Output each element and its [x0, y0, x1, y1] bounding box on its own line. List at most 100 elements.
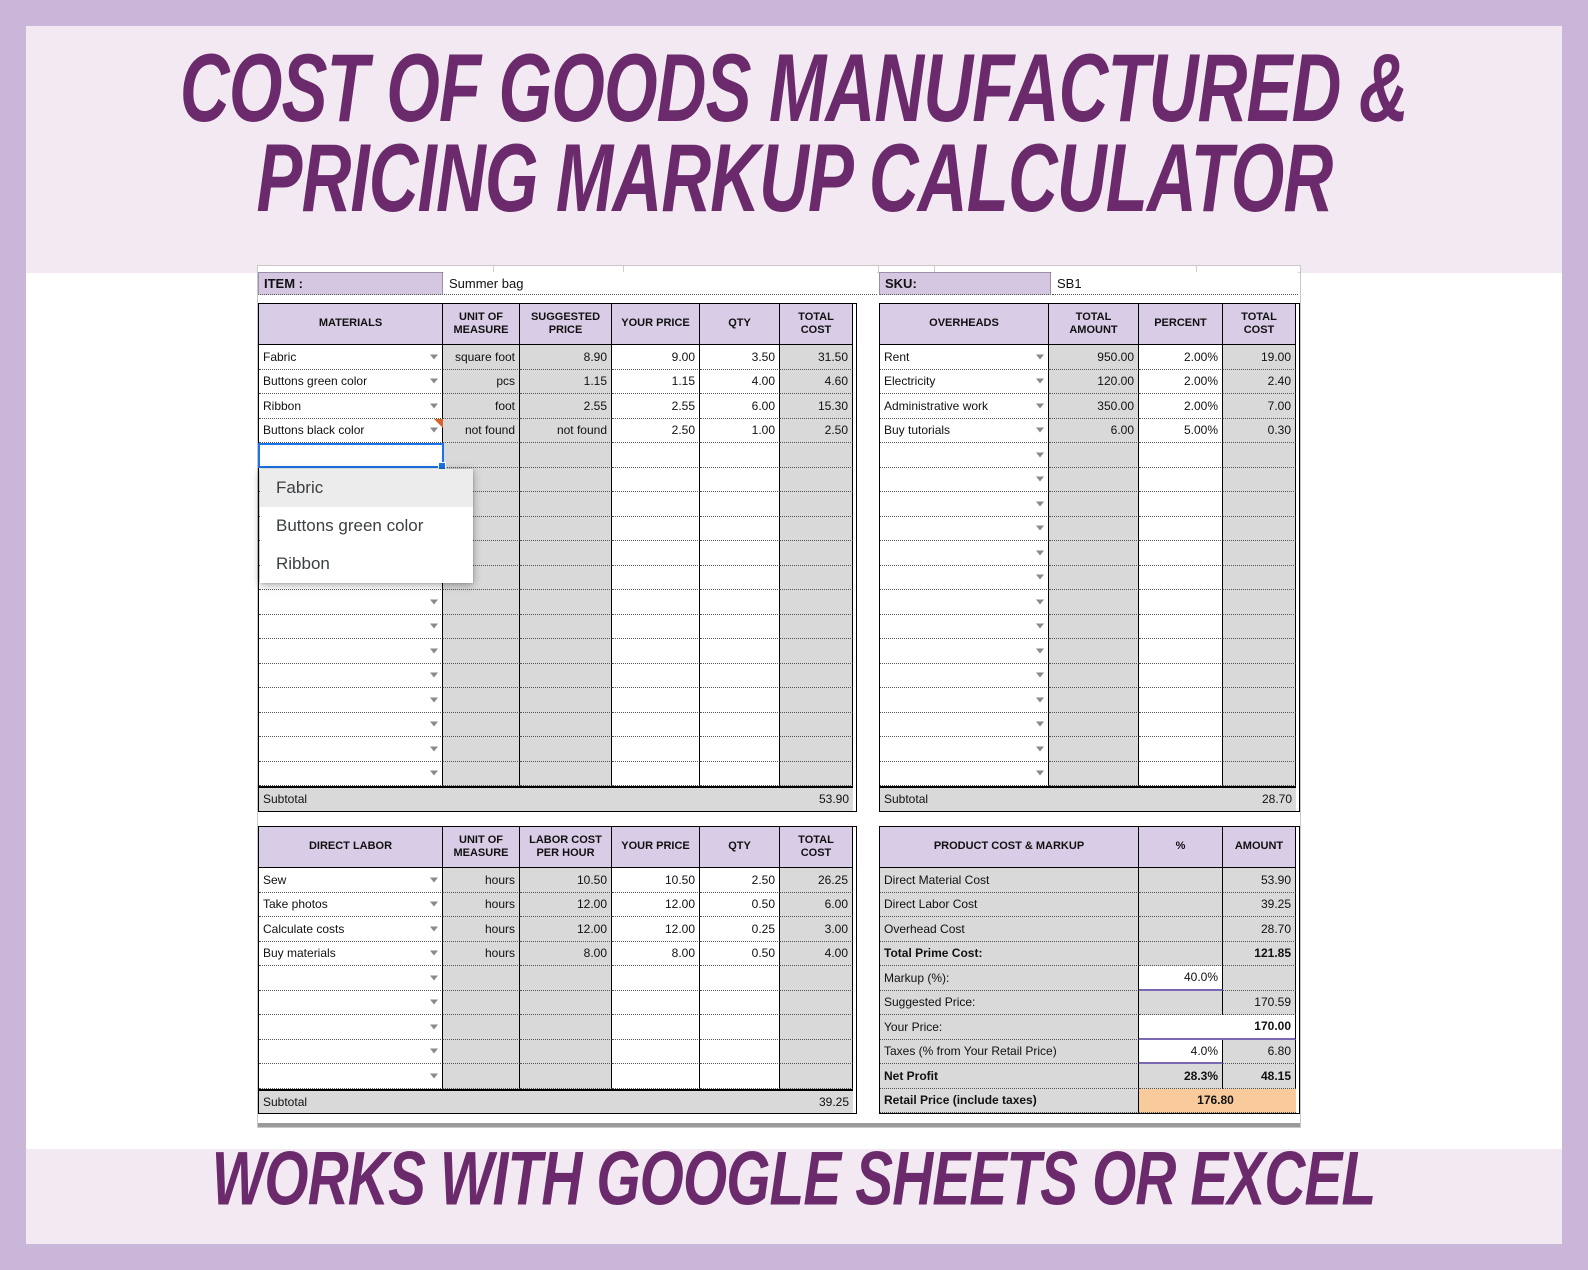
dropdown-arrow-icon[interactable]: [1036, 378, 1044, 384]
empty-percent-cell[interactable]: [1139, 737, 1223, 762]
empty-amount-cell[interactable]: [1049, 590, 1139, 615]
empty-amount-cell[interactable]: [1049, 467, 1139, 492]
empty-qty-cell[interactable]: [700, 712, 780, 737]
empty-name-cell[interactable]: [880, 516, 1049, 541]
empty-your-price-cell[interactable]: [612, 590, 700, 615]
empty-amount-cell[interactable]: [1049, 541, 1139, 566]
empty-name-cell[interactable]: [880, 467, 1049, 492]
empty-your-price-cell[interactable]: [612, 990, 700, 1015]
your-price-cell[interactable]: 2.50: [612, 418, 700, 443]
dropdown-arrow-icon[interactable]: [1036, 770, 1044, 776]
qty-cell[interactable]: 4.00: [700, 369, 780, 394]
dropdown-arrow-icon[interactable]: [1036, 427, 1044, 433]
total-amount-cell[interactable]: 350.00: [1049, 394, 1139, 419]
your-price-cell[interactable]: 1.15: [612, 369, 700, 394]
empty-name-cell[interactable]: [880, 761, 1049, 786]
percent-cell[interactable]: 2.00%: [1139, 345, 1223, 370]
empty-qty-cell[interactable]: [700, 1015, 780, 1040]
dropdown-arrow-icon[interactable]: [1036, 550, 1044, 556]
dropdown-arrow-icon[interactable]: [430, 697, 438, 703]
empty-name-cell[interactable]: [259, 590, 443, 615]
dropdown-arrow-icon[interactable]: [1036, 452, 1044, 458]
empty-qty-cell[interactable]: [700, 737, 780, 762]
empty-qty-cell[interactable]: [700, 761, 780, 786]
your-price-input-cell[interactable]: 170.00: [1139, 1015, 1296, 1040]
empty-name-cell[interactable]: [880, 541, 1049, 566]
dropdown-arrow-icon[interactable]: [430, 648, 438, 654]
dropdown-arrow-icon[interactable]: [430, 770, 438, 776]
empty-name-cell[interactable]: [880, 492, 1049, 517]
empty-percent-cell[interactable]: [1139, 541, 1223, 566]
empty-your-price-cell[interactable]: [612, 565, 700, 590]
item-name-cell[interactable]: Buy materials: [259, 941, 443, 966]
dropdown-arrow-icon[interactable]: [430, 427, 438, 433]
empty-name-cell[interactable]: [880, 590, 1049, 615]
dropdown-arrow-icon[interactable]: [1036, 623, 1044, 629]
empty-qty-cell[interactable]: [700, 492, 780, 517]
sku-value-cell[interactable]: SB1: [1052, 272, 1298, 295]
percent-cell[interactable]: 5.00%: [1139, 418, 1223, 443]
empty-name-cell[interactable]: [259, 712, 443, 737]
dropdown-arrow-icon[interactable]: [1036, 525, 1044, 531]
dropdown-arrow-icon[interactable]: [430, 623, 438, 629]
dropdown-option[interactable]: Fabric: [260, 469, 473, 507]
empty-your-price-cell[interactable]: [612, 966, 700, 991]
empty-qty-cell[interactable]: [700, 966, 780, 991]
total-amount-cell[interactable]: 120.00: [1049, 369, 1139, 394]
dropdown-arrow-icon[interactable]: [430, 950, 438, 956]
empty-name-cell[interactable]: [880, 712, 1049, 737]
item-name-cell[interactable]: Calculate costs: [259, 917, 443, 942]
empty-name-cell[interactable]: [880, 443, 1049, 468]
empty-amount-cell[interactable]: [1049, 761, 1139, 786]
dropdown-arrow-icon[interactable]: [430, 1073, 438, 1079]
empty-qty-cell[interactable]: [700, 516, 780, 541]
dropdown-arrow-icon[interactable]: [1036, 476, 1044, 482]
qty-cell[interactable]: 0.50: [700, 941, 780, 966]
empty-name-cell[interactable]: [880, 688, 1049, 713]
qty-cell[interactable]: 3.50: [700, 345, 780, 370]
dropdown-arrow-icon[interactable]: [1036, 501, 1044, 507]
empty-name-cell[interactable]: [880, 614, 1049, 639]
empty-amount-cell[interactable]: [1049, 614, 1139, 639]
percent-cell[interactable]: 4.0%: [1139, 1039, 1223, 1064]
empty-amount-cell[interactable]: [1049, 516, 1139, 541]
empty-name-cell[interactable]: [259, 663, 443, 688]
empty-amount-cell[interactable]: [1049, 688, 1139, 713]
dropdown-arrow-icon[interactable]: [1036, 403, 1044, 409]
empty-amount-cell[interactable]: [1049, 737, 1139, 762]
dropdown-arrow-icon[interactable]: [1036, 648, 1044, 654]
empty-amount-cell[interactable]: [1049, 565, 1139, 590]
qty-cell[interactable]: 6.00: [700, 394, 780, 419]
your-price-cell[interactable]: 12.00: [612, 917, 700, 942]
item-name-cell[interactable]: Buy tutorials: [880, 418, 1049, 443]
your-price-cell[interactable]: 8.00: [612, 941, 700, 966]
dropdown-arrow-icon[interactable]: [1036, 574, 1044, 580]
empty-your-price-cell[interactable]: [612, 639, 700, 664]
empty-percent-cell[interactable]: [1139, 492, 1223, 517]
empty-your-price-cell[interactable]: [612, 443, 700, 468]
qty-cell[interactable]: 1.00: [700, 418, 780, 443]
empty-qty-cell[interactable]: [700, 467, 780, 492]
your-price-cell[interactable]: 10.50: [612, 868, 700, 893]
dropdown-arrow-icon[interactable]: [430, 975, 438, 981]
item-name-cell[interactable]: Electricity: [880, 369, 1049, 394]
empty-your-price-cell[interactable]: [612, 688, 700, 713]
empty-name-cell[interactable]: [259, 761, 443, 786]
dropdown-arrow-icon[interactable]: [430, 999, 438, 1005]
empty-name-cell[interactable]: [259, 990, 443, 1015]
dropdown-arrow-icon[interactable]: [1036, 697, 1044, 703]
empty-amount-cell[interactable]: [1049, 712, 1139, 737]
dropdown-option[interactable]: Buttons green color: [276, 516, 424, 535]
empty-name-cell[interactable]: [259, 639, 443, 664]
dropdown-arrow-icon[interactable]: [430, 1024, 438, 1030]
empty-percent-cell[interactable]: [1139, 688, 1223, 713]
item-name-cell[interactable]: Buttons green color: [259, 369, 443, 394]
your-price-cell[interactable]: 9.00: [612, 345, 700, 370]
empty-name-cell[interactable]: [880, 565, 1049, 590]
dropdown-arrow-icon[interactable]: [1036, 672, 1044, 678]
empty-percent-cell[interactable]: [1139, 565, 1223, 590]
empty-your-price-cell[interactable]: [612, 1015, 700, 1040]
dropdown-arrow-icon[interactable]: [1036, 599, 1044, 605]
item-name-cell[interactable]: Rent: [880, 345, 1049, 370]
empty-name-cell[interactable]: [880, 639, 1049, 664]
